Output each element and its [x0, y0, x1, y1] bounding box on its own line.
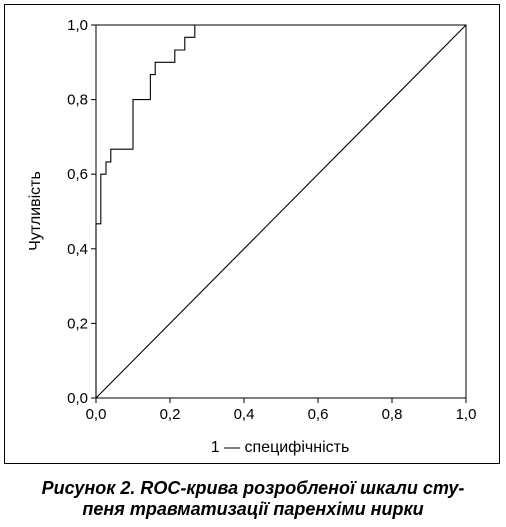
- y-tick-label: 0,8: [67, 92, 88, 109]
- y-tick-label: 0,2: [67, 315, 88, 332]
- x-tick-label: 0,6: [308, 406, 329, 423]
- x-tick-label: 1,0: [456, 406, 477, 423]
- x-tick-label: 0,4: [234, 406, 255, 423]
- y-tick-label: 0,6: [67, 166, 88, 183]
- roc-curve: [95, 24, 466, 398]
- figure-caption: Рисунок 2. ROC-крива розробленої шкали с…: [0, 478, 506, 520]
- y-tick-label: 1,0: [67, 17, 88, 34]
- x-tick-label: 0,0: [86, 406, 107, 423]
- reference-diagonal: [95, 24, 467, 399]
- figure-frame: [4, 4, 500, 464]
- caption-line-1: Рисунок 2. ROC-крива розробленої шкали с…: [41, 478, 465, 498]
- y-axis-label: Чутливість: [27, 171, 44, 251]
- x-tick-label: 0,2: [160, 406, 181, 423]
- y-tick-label: 0,4: [67, 241, 88, 258]
- y-tick-label: 0,0: [67, 390, 88, 407]
- x-axis-label: 1 — специфічність: [211, 439, 350, 456]
- roc-chart: 0,0 0,2 0,4 0,6 0,8 1,0 0,0 0,2 0,4 0,6 0,8 1,0 1 —…: [27, 17, 476, 456]
- x-tick-label: 0,8: [382, 406, 403, 423]
- caption-line-2: пеня травматизації паренхіми нирки: [82, 499, 424, 519]
- ticks: 0,0 0,2 0,4 0,6 0,8 1,0 0,0 0,2 0,4 0,6 0,8 1,0: [67, 17, 476, 423]
- plot-area: [95, 24, 467, 399]
